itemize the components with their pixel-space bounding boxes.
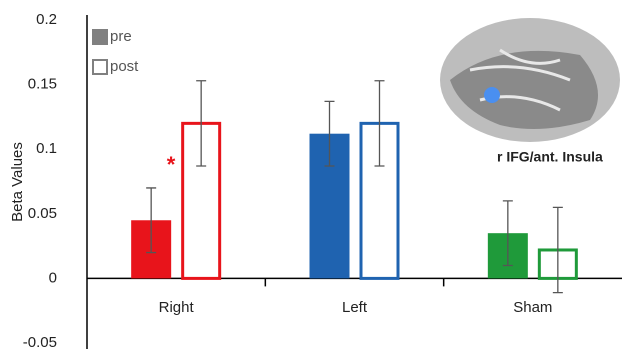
roi-label: r IFG/ant. Insula — [497, 149, 603, 165]
legend-label: pre — [110, 28, 132, 45]
y-tick-label: 0.1 — [36, 140, 57, 157]
significance-marker: * — [167, 152, 176, 177]
x-tick-label: Left — [342, 299, 368, 316]
chart: r IFG/ant. Insula * Beta Values -0.05 0 0.… — [0, 0, 622, 349]
y-tick-label: 0.05 — [28, 205, 57, 222]
brain-image — [440, 18, 620, 142]
y-tick-label: -0.05 — [23, 334, 57, 349]
legend-swatch — [93, 60, 107, 74]
x-tick-label: Right — [159, 299, 195, 316]
y-axis-label: Beta Values — [9, 142, 26, 222]
y-tick-label: 0 — [49, 269, 57, 286]
brain-roi — [484, 87, 500, 103]
y-tick-label: 0.15 — [28, 76, 57, 93]
y-tick-label: 0.2 — [36, 11, 57, 28]
legend-label: post — [110, 58, 139, 75]
legend-swatch — [92, 29, 108, 45]
x-tick-label: Sham — [513, 299, 552, 316]
